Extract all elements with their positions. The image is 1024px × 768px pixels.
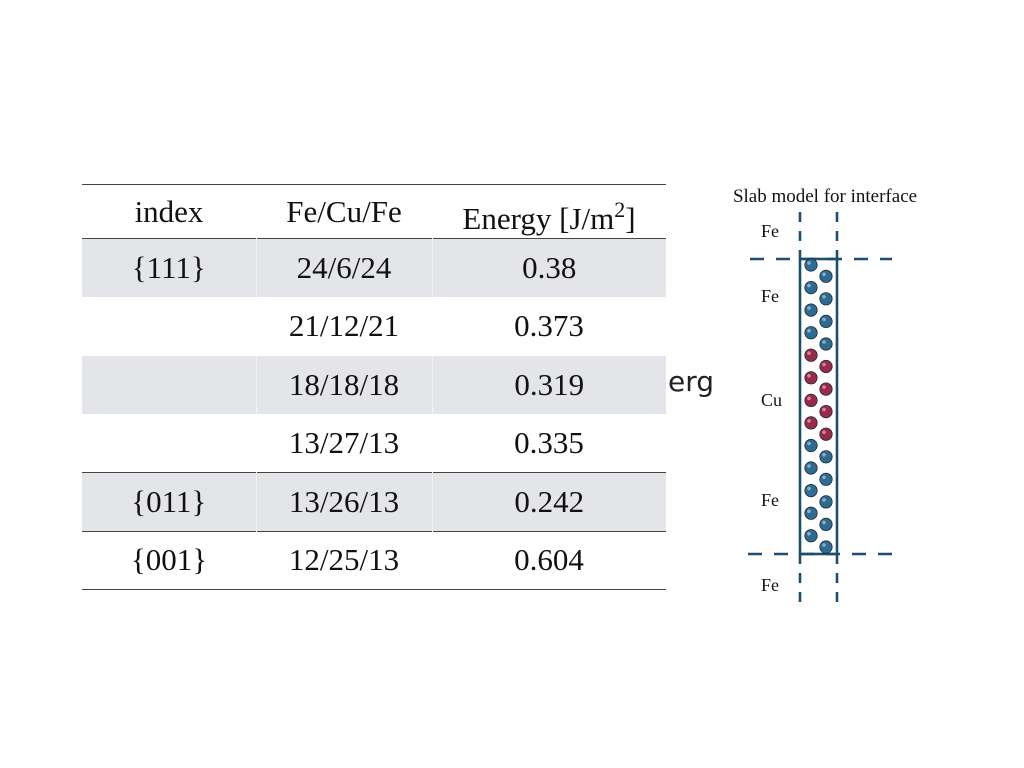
fe-atom	[819, 517, 833, 531]
cu-atom	[819, 405, 833, 419]
cell-energy: 0.242	[431, 472, 666, 531]
header-energy-text: Energy [J/m	[462, 200, 615, 236]
atom-highlight	[807, 509, 811, 513]
atom-highlight	[822, 407, 826, 412]
atom-highlight	[807, 464, 811, 468]
table-row: 21/12/21 0.373	[82, 297, 666, 356]
cell-composition: 13/27/13	[288, 425, 400, 460]
cell-energy: 0.335	[514, 425, 584, 460]
layer-label-fe-lower: Fe	[761, 490, 779, 510]
fe-atom	[819, 450, 833, 464]
fe-atom	[804, 326, 818, 340]
atom-highlight	[807, 441, 811, 446]
cell-index: {011}	[82, 472, 256, 531]
cell-index: {001}	[130, 542, 208, 578]
table-row: {111} 24/6/24 0.38	[82, 238, 666, 297]
fe-atom	[804, 506, 818, 520]
header-index: index	[134, 193, 204, 229]
atom-highlight	[822, 475, 826, 480]
cu-atom	[804, 348, 818, 362]
cell-index	[82, 355, 256, 414]
slab-model-diagram: Slab model for interface Fe Fe Cu Fe Fe	[733, 186, 917, 608]
atom-highlight	[807, 351, 811, 355]
cell-index	[82, 297, 256, 356]
atom-highlight	[822, 272, 826, 277]
header-energy-exponent: 2	[614, 196, 626, 222]
header-energy: Energy [J/m2]	[432, 185, 666, 239]
fe-atom	[804, 529, 818, 543]
table-row: {011} 13/26/13 0.242	[82, 472, 666, 531]
fe-atom	[819, 495, 833, 509]
cell-composition: 24/6/24	[255, 238, 432, 297]
fe-atom	[819, 472, 833, 486]
clipped-text-fragment: erg	[668, 365, 715, 398]
header-energy-bracket: ]	[625, 200, 636, 236]
table-row: 18/18/18 0.319	[82, 355, 666, 414]
cu-atom	[819, 382, 833, 396]
atom-highlight	[822, 385, 826, 389]
header-composition: Fe/Cu/Fe	[286, 193, 402, 229]
cell-index	[82, 414, 256, 473]
atom-highlight	[822, 362, 826, 367]
cell-index: {111}	[82, 238, 256, 297]
cu-atom	[819, 359, 833, 374]
atom-highlight	[822, 340, 826, 344]
cell-energy: 0.373	[514, 308, 584, 344]
fe-atom	[804, 483, 818, 498]
table-row: 13/27/13 0.335	[82, 414, 666, 473]
fe-atom	[819, 314, 833, 328]
fe-atom	[819, 292, 833, 306]
atom-highlight	[807, 283, 811, 288]
fe-atom	[819, 337, 833, 351]
cell-energy: 0.38	[431, 238, 666, 297]
atom-highlight	[807, 396, 811, 401]
fe-atom	[804, 281, 818, 295]
layer-label-fe-top: Fe	[761, 221, 779, 241]
fe-atom	[804, 303, 818, 317]
layer-label-fe-upper: Fe	[761, 286, 779, 306]
atom-highlight	[822, 543, 826, 547]
layer-label-cu: Cu	[761, 390, 782, 410]
interface-energy-table: index Fe/Cu/Fe Energy [J/m2] {111} 24/6/…	[82, 184, 666, 590]
atom-highlight	[822, 295, 826, 299]
atom-highlight	[822, 430, 826, 434]
fe-atom	[804, 438, 818, 453]
atom-highlight	[822, 453, 826, 457]
atom-highlight	[807, 261, 811, 265]
atom-highlight	[822, 317, 826, 322]
cell-composition: 12/25/13	[288, 542, 400, 578]
atom-highlight	[807, 306, 811, 310]
fe-atom	[819, 540, 833, 554]
atom-highlight	[807, 374, 811, 378]
cu-atom	[819, 427, 833, 441]
atom-highlight	[822, 520, 826, 525]
atom-highlight	[807, 419, 811, 423]
atom-highlight	[807, 486, 811, 491]
cell-energy: 0.604	[514, 542, 584, 578]
cell-composition: 18/18/18	[255, 355, 432, 414]
atom-highlight	[822, 498, 826, 502]
atom-highlight	[807, 531, 811, 536]
cell-composition: 21/12/21	[288, 308, 400, 344]
fe-atom	[804, 258, 818, 272]
atom-group	[804, 258, 833, 554]
cu-atom	[804, 393, 818, 407]
cell-energy: 0.319	[431, 355, 666, 414]
slab-cell-outline	[798, 257, 839, 556]
atom-highlight	[807, 328, 811, 333]
table-header-row: index Fe/Cu/Fe Energy [J/m2]	[82, 184, 666, 239]
layer-label-fe-bottom: Fe	[761, 575, 779, 595]
cu-atom	[804, 416, 818, 430]
fe-atom	[819, 269, 833, 283]
table-row: {001} 12/25/13 0.604	[82, 531, 666, 590]
cell-composition: 13/26/13	[255, 472, 432, 531]
fe-atom	[804, 461, 818, 475]
cu-atom	[804, 371, 818, 385]
diagram-title: Slab model for interface	[733, 186, 917, 207]
slab-frame	[748, 212, 892, 608]
